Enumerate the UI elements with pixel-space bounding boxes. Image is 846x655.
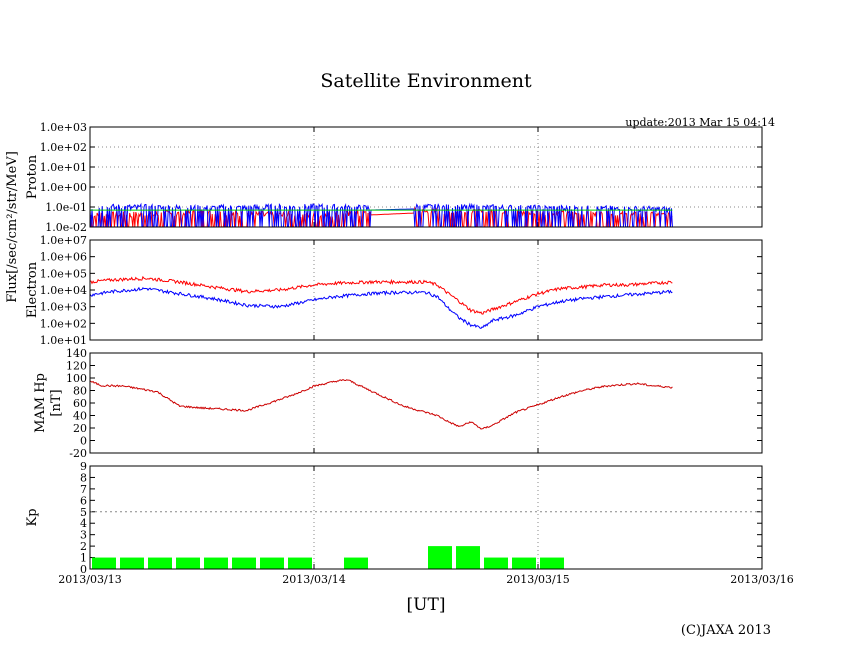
kp-bar [512,557,536,569]
y-tick-label: 2 [80,540,87,553]
panel-frame [89,352,763,454]
series-line-0 [89,379,673,430]
y-tick-label: 120 [66,360,87,373]
kp-bar [288,557,312,569]
kp-bar [120,557,144,569]
y-tick-label: 1.0e+01 [40,334,87,347]
y-tick-label: 7 [80,483,87,496]
kp-bar [484,557,508,569]
series-line-1 [89,286,673,329]
y-axis-label: Proton [25,154,40,199]
y-tick-label: 1.0e+06 [40,251,87,264]
y-tick-label: 20 [73,422,87,435]
y-tick-label: 6 [80,494,87,507]
y-tick-label: 1.0e+02 [40,141,87,154]
panel-proton: 1.0e-02 1.0e-01 1.0e+00 1.0e+01 1.0e+02 1.0e+… [25,121,763,234]
panel-frame [89,239,763,341]
series-line-1 [89,202,673,228]
x-axis-label: [UT] [407,595,446,615]
x-tick-label: 2013/03/15 [506,573,569,586]
y-tick-label: 0 [80,435,87,448]
kp-bar [92,557,116,569]
y-tick-label: -20 [69,447,87,460]
y-tick-label: 3 [80,529,87,542]
x-tick-label: 2013/03/13 [58,573,121,586]
y-tick-label: 1.0e+02 [40,317,87,330]
y-tick-label: 80 [73,385,87,398]
y-tick-label: 1.0e+03 [40,121,87,134]
y-tick-label: 1.0e+00 [40,181,87,194]
y-tick-label: 1.0e+07 [40,234,87,247]
copyright-text: (C)JAXA 2013 [681,623,771,638]
kp-bar [176,557,200,569]
series-line-0 [89,206,673,228]
y-tick-label: 1.0e+04 [40,284,87,297]
x-tick-label: 2013/03/14 [282,573,345,586]
y-tick-label: 60 [73,397,87,410]
kp-bar [260,557,284,569]
y-axis-unit: [nT] [49,389,64,416]
y-tick-label: 1.0e+01 [40,161,87,174]
update-timestamp: update:2013 Mar 15 04:14 [625,116,775,129]
y-tick-label: 1.0e-02 [45,221,87,234]
y-tick-label: 40 [73,410,87,423]
y-tick-label: 1.0e+05 [40,267,87,280]
y-tick-label: 100 [66,372,87,385]
panel-frame [89,126,763,228]
panel-electron: 1.0e+01 1.0e+02 1.0e+03 1.0e+04 1.0e+05 1.0e+… [25,234,763,347]
kp-bar [148,557,172,569]
panels: 1.0e-021.0e-011.0e+001.0e+011.0e+021.0e+… [25,121,794,586]
series-line-0 [89,275,673,315]
kp-bar [428,546,452,569]
chart-title: Satellite Environment [320,70,532,92]
y-tick-label: 1.0e+03 [40,301,87,314]
y-tick-label: 8 [80,471,87,484]
kp-bar [456,546,480,569]
kp-bar [344,557,368,569]
y-tick-label: 1.0e-01 [45,201,87,214]
y-axis-label: Kp [25,508,40,526]
y-tick-label: 0 [80,563,87,576]
flux-axis-label: Flux[/sec/cm²/str/MeV] [5,151,20,303]
y-tick-label: 5 [80,506,87,519]
kp-bar [204,557,228,569]
panel-frame [89,465,763,570]
x-tick-label: 2013/03/16 [730,573,793,586]
kp-bar [232,557,256,569]
y-tick-label: 140 [66,347,87,360]
y-tick-label: 4 [80,517,87,530]
kp-bar [540,557,564,569]
y-tick-label: 9 [80,460,87,473]
y-axis-label: MAM Hp [33,373,48,433]
y-axis-label: Electron [25,261,40,318]
y-tick-label: 1 [80,552,87,565]
